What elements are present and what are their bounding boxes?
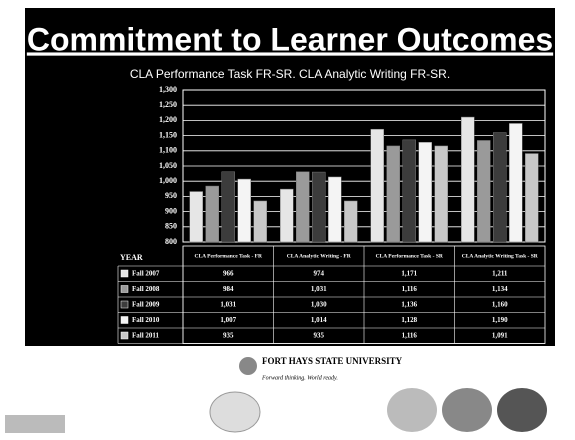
bar <box>493 133 506 242</box>
logo-emblem <box>239 357 257 375</box>
bar <box>190 192 203 242</box>
y-tick-label: 800 <box>165 237 177 246</box>
decor-circle <box>387 388 437 432</box>
bar <box>419 142 432 242</box>
legend-label: Fall 2009 <box>132 300 160 308</box>
bar <box>280 189 293 242</box>
bar <box>206 186 219 242</box>
table-header: YEAR <box>120 253 143 262</box>
legend-swatch <box>121 286 128 293</box>
bar <box>525 154 538 242</box>
category-label: CLA Performance Task - SR <box>376 253 444 259</box>
y-tick-label: 1,150 <box>159 130 177 139</box>
bar <box>296 172 309 242</box>
table-value: 974 <box>314 269 325 277</box>
bar <box>461 117 474 242</box>
legend-swatch <box>121 301 128 308</box>
bar <box>387 146 400 242</box>
table-value: 1,030 <box>311 300 327 308</box>
bar <box>254 201 267 242</box>
table-value: 1,116 <box>402 331 418 339</box>
logo-tagline: Forward thinking. World ready. <box>261 375 338 381</box>
legend-label: Fall 2011 <box>132 331 160 339</box>
bar <box>222 172 235 242</box>
y-tick-label: 950 <box>165 191 177 200</box>
y-tick-label: 1,050 <box>159 161 177 170</box>
y-tick-label: 900 <box>165 206 177 215</box>
bar <box>477 140 490 242</box>
legend-label: Fall 2008 <box>132 285 160 293</box>
table-value: 935 <box>223 331 234 339</box>
legend-swatch <box>121 270 128 277</box>
bar <box>403 140 416 242</box>
y-tick-label: 1,100 <box>159 146 177 155</box>
page: Commitment to Learner Outcomes CLA Perfo… <box>0 0 575 435</box>
bar <box>435 146 448 242</box>
category-label: CLA Performance Task - FR <box>194 253 263 259</box>
bar <box>371 129 384 242</box>
table-value: 966 <box>223 269 234 277</box>
category-label: CLA Analytic Writing - FR <box>287 253 352 259</box>
logo-name: FORT HAYS STATE UNIVERSITY <box>262 356 403 366</box>
table-value: 1,136 <box>401 300 417 308</box>
table-value: 1,190 <box>492 316 508 324</box>
table-value: 1,031 <box>311 285 327 293</box>
bar <box>238 179 251 242</box>
table-value: 1,031 <box>220 300 236 308</box>
y-tick-label: 1,000 <box>159 176 177 185</box>
table-value: 1,211 <box>492 269 508 277</box>
table-value: 984 <box>223 285 234 293</box>
legend-label: Fall 2010 <box>132 316 160 324</box>
table-value: 1,160 <box>492 300 508 308</box>
decor-circle <box>497 388 547 432</box>
table-value: 1,134 <box>492 285 508 293</box>
table-value: 1,014 <box>311 316 327 324</box>
category-label: CLA Analytic Writing Task - SR <box>462 253 539 259</box>
legend-swatch <box>121 317 128 324</box>
y-tick-label: 1,300 <box>159 85 177 94</box>
bar <box>328 177 341 242</box>
bar <box>509 123 522 242</box>
decor-circle <box>442 388 492 432</box>
table-value: 1,128 <box>401 316 417 324</box>
y-tick-label: 850 <box>165 222 177 231</box>
bar <box>344 201 357 242</box>
y-tick-label: 1,250 <box>159 100 177 109</box>
table-value: 1,116 <box>402 285 418 293</box>
legend-swatch <box>121 332 128 339</box>
decor-block <box>5 415 65 433</box>
legend-label: Fall 2007 <box>132 269 160 277</box>
chart-title: CLA Performance Task FR-SR. CLA Analytic… <box>130 67 450 81</box>
bar <box>312 172 325 242</box>
table-value: 1,091 <box>492 331 508 339</box>
slide-title: Commitment to Learner Outcomes <box>27 21 553 57</box>
decor-circle <box>210 392 260 432</box>
table-value: 1,171 <box>401 269 417 277</box>
table-value: 935 <box>314 331 325 339</box>
slide: Commitment to Learner Outcomes CLA Perfo… <box>0 0 575 435</box>
table-value: 1,007 <box>220 316 236 324</box>
y-tick-label: 1,200 <box>159 115 177 124</box>
